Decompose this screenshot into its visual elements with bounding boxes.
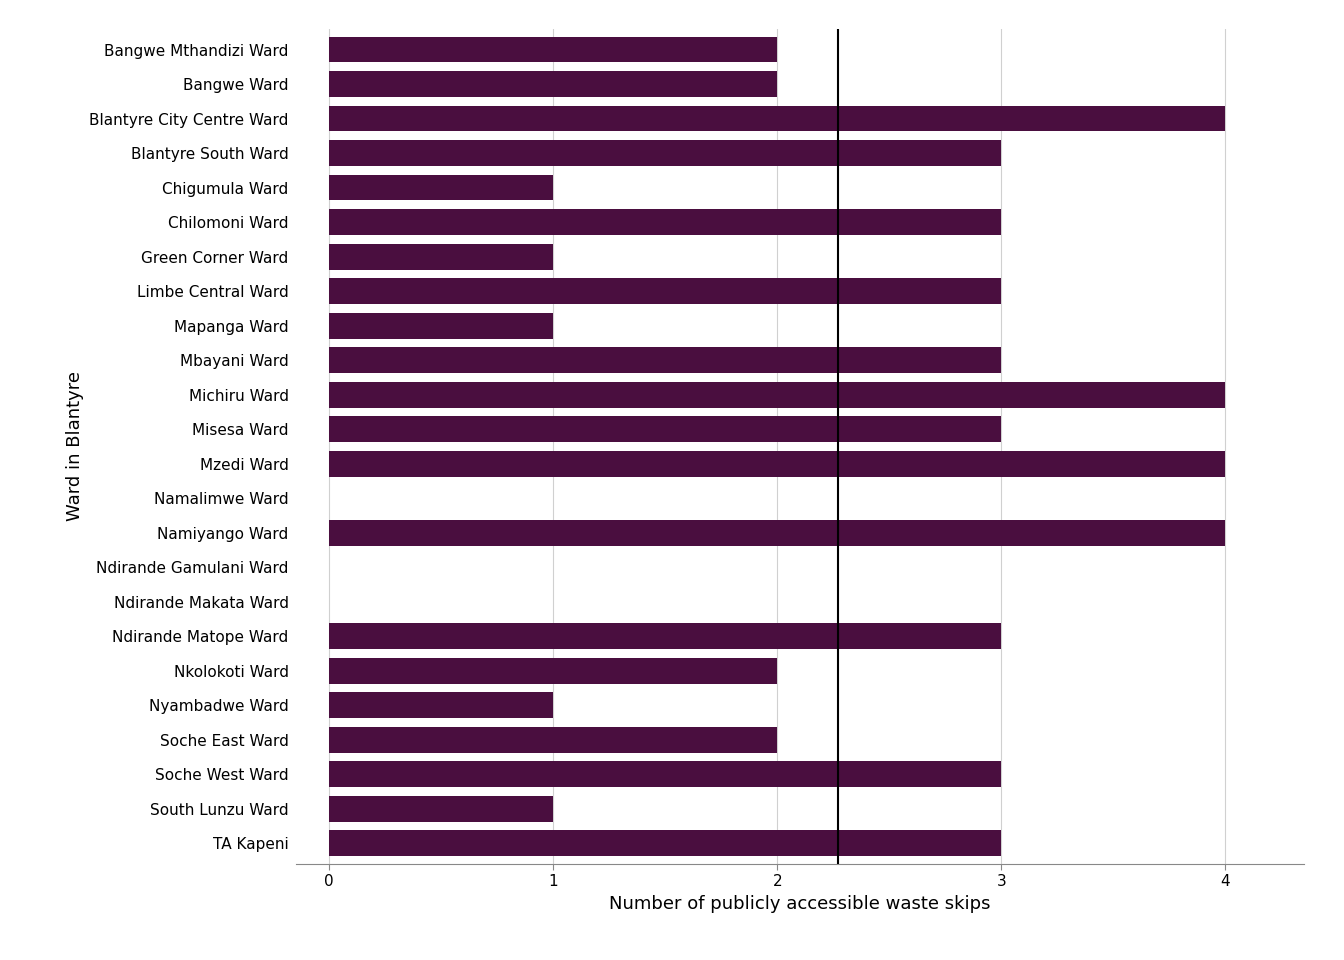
Y-axis label: Ward in Blantyre: Ward in Blantyre xyxy=(66,372,83,521)
Bar xyxy=(329,175,554,201)
Bar xyxy=(329,761,1001,787)
Bar xyxy=(329,623,1001,649)
Bar xyxy=(329,36,777,62)
Bar xyxy=(329,278,1001,304)
X-axis label: Number of publicly accessible waste skips: Number of publicly accessible waste skip… xyxy=(609,895,991,913)
Bar xyxy=(329,450,1226,476)
Bar xyxy=(329,658,777,684)
Bar xyxy=(329,519,1226,545)
Bar xyxy=(329,209,1001,235)
Bar xyxy=(329,382,1226,408)
Bar xyxy=(329,106,1226,132)
Bar xyxy=(329,830,1001,856)
Bar xyxy=(329,71,777,97)
Bar xyxy=(329,727,777,753)
Bar xyxy=(329,348,1001,373)
Bar xyxy=(329,417,1001,443)
Bar xyxy=(329,313,554,339)
Bar xyxy=(329,796,554,822)
Bar xyxy=(329,244,554,270)
Bar xyxy=(329,692,554,718)
Bar xyxy=(329,140,1001,166)
